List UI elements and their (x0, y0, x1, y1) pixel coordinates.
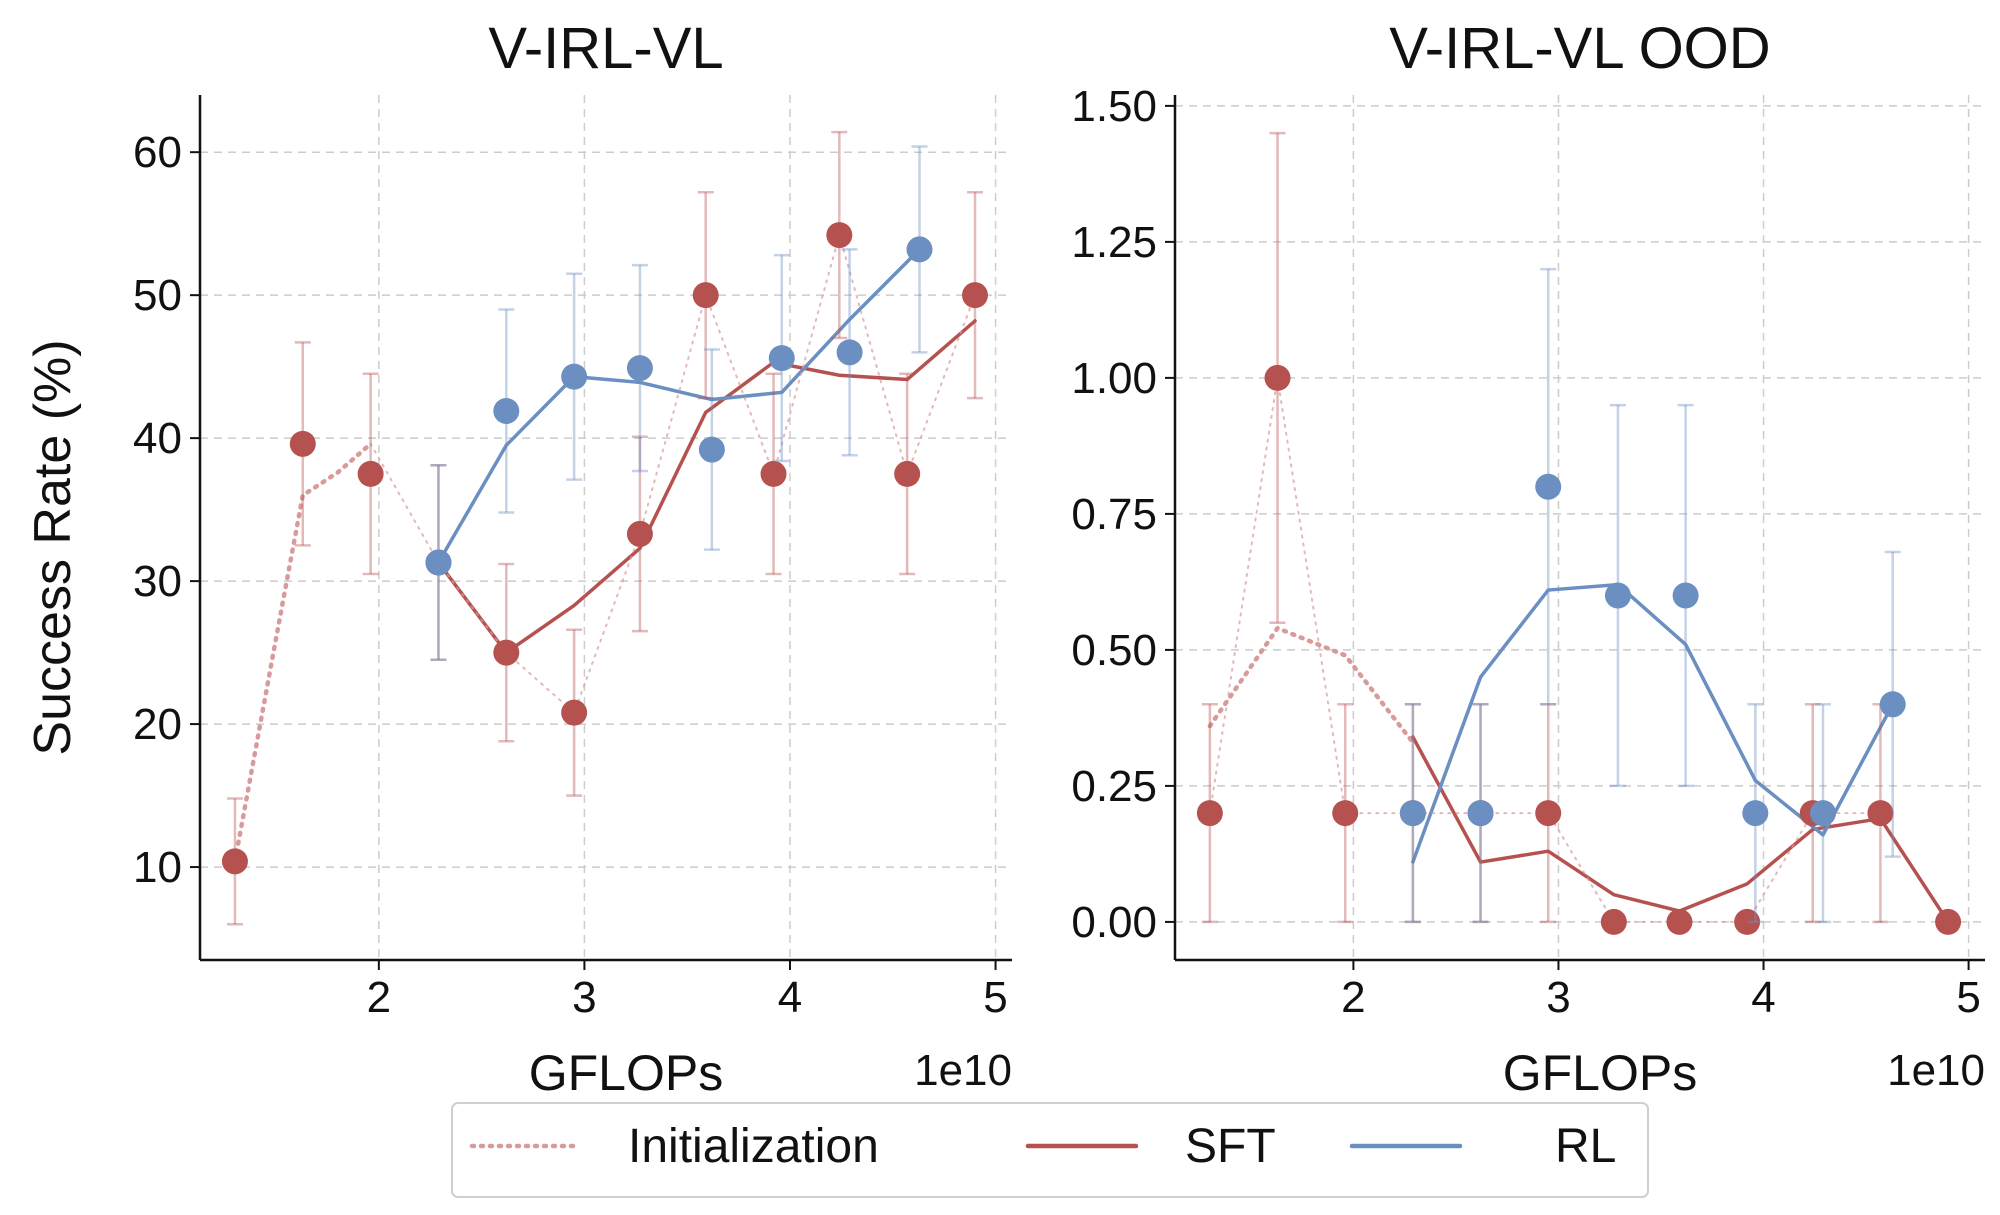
y-tick-label: 0.50 (1071, 626, 1157, 675)
data-point-rl (1742, 800, 1769, 827)
data-point-rl (768, 345, 795, 372)
data-point-sft (692, 282, 719, 309)
data-point-rl (1879, 691, 1906, 718)
y-tick-label: 60 (133, 128, 182, 177)
data-point-sft (1666, 908, 1693, 935)
legend-label-init: Initialization (628, 1120, 879, 1173)
data-point-sft (826, 222, 853, 249)
y-tick-label: 0.25 (1071, 762, 1157, 811)
data-point-sft (1535, 800, 1562, 827)
x-tick-label: 4 (778, 973, 802, 1022)
y-tick-label: 0.00 (1071, 898, 1157, 947)
series-line-rl (436, 247, 922, 565)
y-tick-label: 10 (133, 843, 182, 892)
y-tick-label: 1.25 (1071, 218, 1157, 267)
series-line-sft (1411, 735, 1950, 924)
series-line-init (1207, 625, 1416, 745)
x-tick-label: 5 (1956, 973, 1980, 1022)
x-tick-label: 3 (1546, 973, 1570, 1022)
data-point-sft (1264, 364, 1291, 391)
data-point-sft (1196, 800, 1223, 827)
y-tick-label: 1.00 (1071, 354, 1157, 403)
legend-label-sft: SFT (1185, 1120, 1276, 1173)
x-tick-label: 4 (1751, 973, 1775, 1022)
legend-label-rl: RL (1555, 1120, 1616, 1173)
data-point-sft (1734, 908, 1761, 935)
data-point-rl (1810, 800, 1836, 827)
data-point-sft (961, 282, 988, 309)
y-tick-label: 1.50 (1071, 82, 1157, 131)
y-tick-label: 0.75 (1071, 490, 1157, 539)
series-line-init (232, 441, 373, 864)
data-point-sft (1332, 800, 1359, 827)
x-tick-label: 3 (572, 973, 596, 1022)
x-tick-label: 2 (1341, 973, 1365, 1022)
data-point-sft (1600, 908, 1627, 935)
data-point-rl (698, 436, 725, 463)
chart-title: V-IRL-VL (488, 16, 723, 81)
data-point-rl (425, 549, 452, 576)
data-point-rl (561, 363, 588, 390)
data-point-sft (1867, 800, 1894, 827)
legend-box (451, 1102, 1649, 1198)
y-tick-label: 40 (133, 414, 182, 463)
y-tick-label: 30 (133, 557, 182, 606)
data-point-rl (1535, 473, 1562, 500)
data-point-sft (493, 639, 520, 666)
series-line-init (1208, 376, 1882, 923)
data-point-sft (561, 699, 588, 726)
series-line-sft (436, 319, 977, 655)
chart-v-irl-vl: V-IRL-VL 2 3 4 5 10 20 30 40 50 60 GFLOPs 1e10 Succes… (24, 16, 1012, 1101)
data-point-rl (1672, 582, 1699, 609)
data-point-sft (626, 520, 653, 547)
x-axis-label: GFLOPs (529, 1045, 723, 1101)
chart-v-irl-vl-ood: V-IRL-VL OOD 2 3 4 5 0.00 0.25 0.50 0.75 1.00 1.25… (1071, 16, 1985, 1101)
data-point-sft (760, 460, 787, 487)
legend: Initialization SFT RL (451, 1102, 1649, 1198)
x-offset-label: 1e10 (914, 1046, 1012, 1095)
data-point-sft (1935, 908, 1962, 935)
data-point-rl (626, 355, 653, 382)
x-offset-label: 1e10 (1887, 1046, 1985, 1095)
data-point-sft (357, 460, 384, 487)
data-point-rl (1467, 800, 1494, 827)
y-tick-label: 50 (133, 271, 182, 320)
data-point-rl (906, 236, 933, 263)
data-point-sft (894, 460, 921, 487)
series-line-init (369, 234, 976, 714)
data-point-sft (289, 430, 316, 457)
data-point-sft (221, 848, 248, 875)
chart-title: V-IRL-VL OOD (1389, 16, 1770, 81)
x-tick-label: 2 (367, 973, 391, 1022)
y-tick-label: 20 (133, 700, 182, 749)
x-tick-label: 5 (983, 973, 1007, 1022)
data-point-rl (493, 397, 520, 424)
data-point-rl (1399, 800, 1426, 827)
x-axis-label: GFLOPs (1503, 1045, 1697, 1101)
data-point-rl (836, 339, 863, 366)
data-point-rl (1604, 582, 1631, 609)
y-axis-label: Success Rate (%) (24, 339, 82, 755)
